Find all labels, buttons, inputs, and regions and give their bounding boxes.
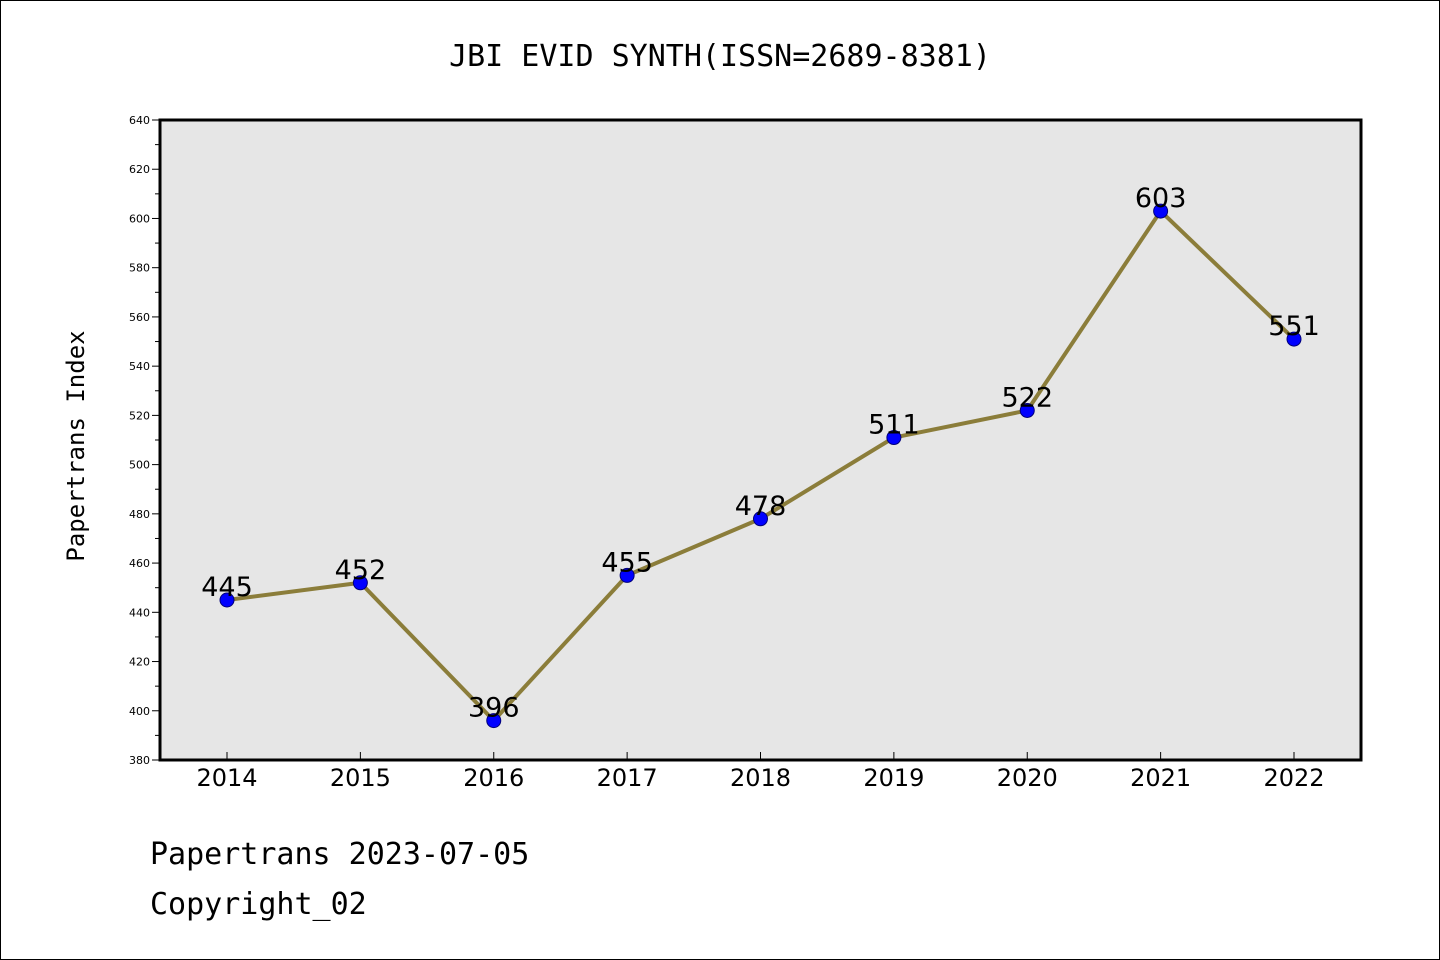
y-tick-label: 520 xyxy=(129,409,150,422)
data-label: 603 xyxy=(1135,183,1187,214)
data-point xyxy=(219,592,235,608)
y-tick-label: 500 xyxy=(129,459,150,472)
data-label: 455 xyxy=(601,547,653,578)
y-tick-label: 620 xyxy=(129,163,150,176)
y-tick-label: 580 xyxy=(129,262,150,275)
data-point xyxy=(352,575,368,591)
data-label: 452 xyxy=(335,555,387,586)
footer-date-text: Papertrans 2023-07-05 xyxy=(150,837,529,872)
data-label: 522 xyxy=(1001,382,1053,413)
y-tick-label: 440 xyxy=(129,606,150,619)
y-tick-label: 600 xyxy=(129,212,150,225)
y-tick-label: 640 xyxy=(129,114,150,127)
y-tick-label: 560 xyxy=(129,311,150,324)
data-label: 396 xyxy=(468,693,520,724)
y-tick-label: 480 xyxy=(129,508,150,521)
x-tick-label: 2019 xyxy=(863,764,924,792)
y-tick-label: 540 xyxy=(129,360,150,373)
x-tick-label: 2022 xyxy=(1263,764,1324,792)
x-tick-label: 2016 xyxy=(463,764,524,792)
data-point xyxy=(619,567,635,583)
x-tick-label: 2017 xyxy=(597,764,658,792)
data-label: 511 xyxy=(868,410,920,441)
y-axis-label: Papertrans Index xyxy=(62,330,90,561)
y-tick-label: 460 xyxy=(129,557,150,570)
series-layer xyxy=(219,203,1302,729)
x-tick-label: 2021 xyxy=(1130,764,1191,792)
x-tick-label: 2015 xyxy=(330,764,391,792)
data-point xyxy=(1286,331,1302,347)
data-label-layer: 445 452 396 455 478 511 522 603 551 xyxy=(201,183,1320,724)
data-point xyxy=(486,713,502,729)
x-tick-label: 2014 xyxy=(196,764,257,792)
data-point xyxy=(753,511,768,527)
x-tick-label: 2018 xyxy=(730,764,791,792)
y-tick-label: 380 xyxy=(129,754,150,767)
chart-title: JBI EVID SYNTH(ISSN=2689-8381) xyxy=(449,39,991,74)
data-point xyxy=(886,430,902,446)
y-tick-label: 400 xyxy=(129,705,150,718)
data-point xyxy=(1153,203,1169,219)
y-tick-label: 420 xyxy=(129,656,150,669)
data-label: 551 xyxy=(1268,311,1320,342)
x-tick-label: 2020 xyxy=(997,764,1058,792)
y-axis-ticks: 380 400 420 440 460 480 500 520 540 560 580 600 620 6… xyxy=(129,114,160,767)
data-label: 478 xyxy=(735,491,787,522)
plot-area xyxy=(158,118,1363,762)
data-label: 445 xyxy=(201,572,253,603)
data-point xyxy=(1019,402,1035,418)
x-axis-ticks: 2014 2015 2016 2017 2018 2019 2020 2021 2022 xyxy=(196,752,1325,792)
footer-copyright-text: Copyright_02 xyxy=(150,887,367,922)
